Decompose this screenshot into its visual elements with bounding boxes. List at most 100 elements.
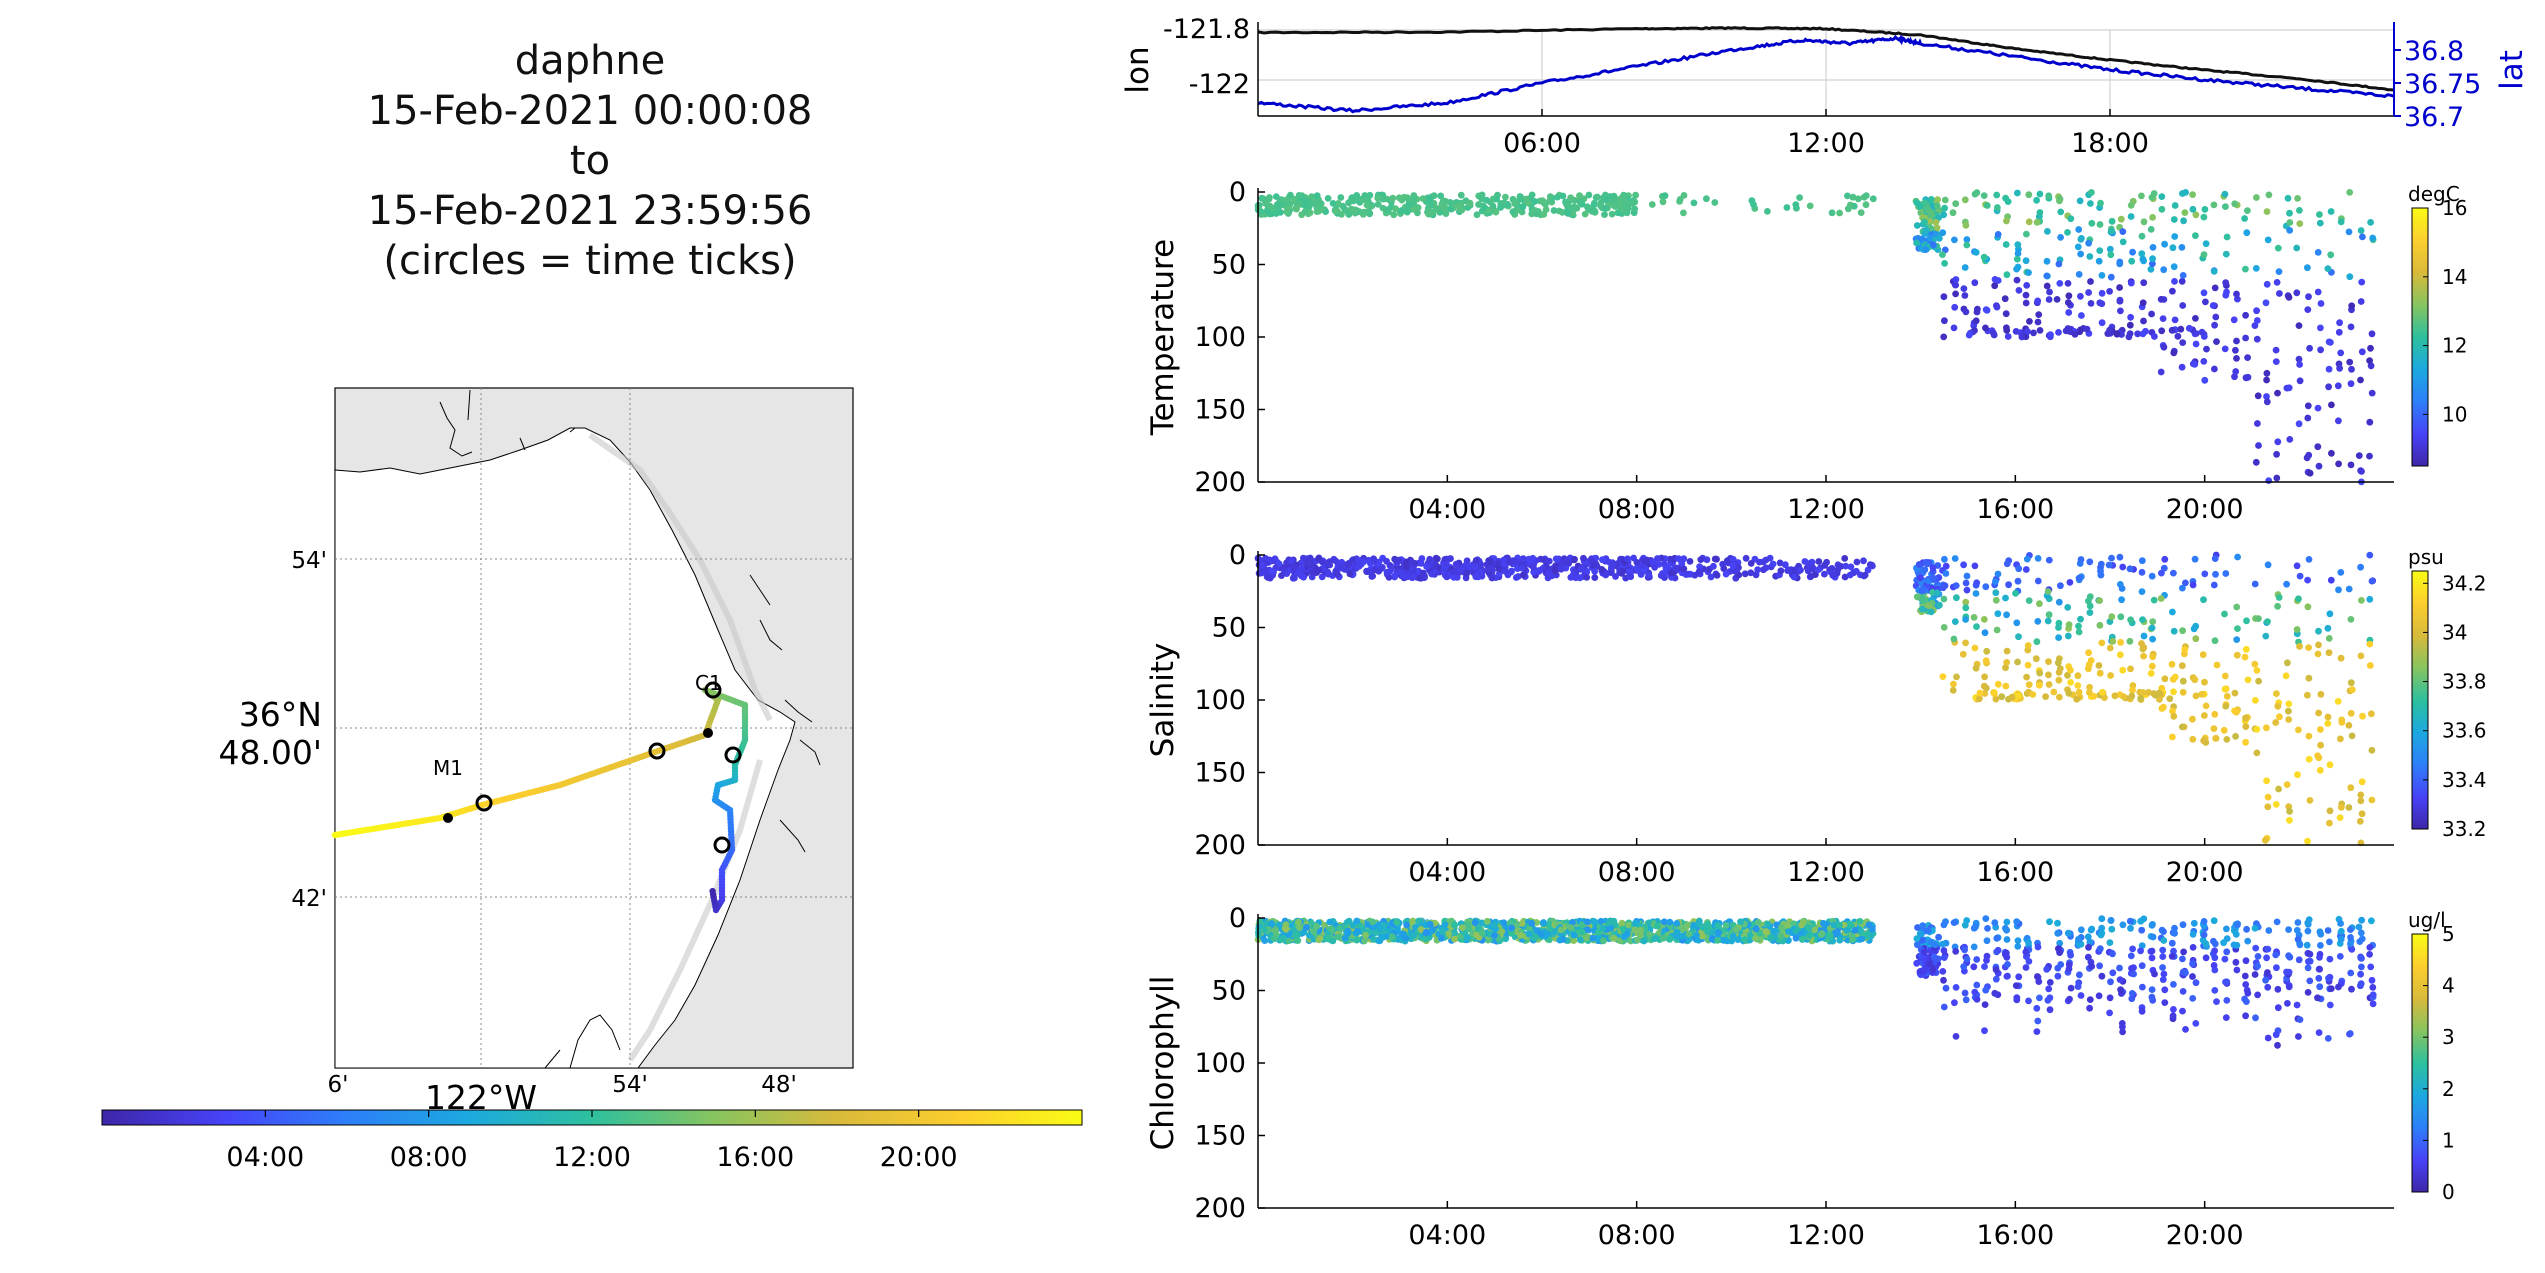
temperature-point (2085, 239, 2093, 247)
salinity-point (1680, 565, 1688, 573)
chlorophyll-point (2303, 941, 2311, 949)
salinity-point (2223, 692, 2231, 700)
temperature-point (2346, 273, 2354, 281)
temperature-point (2013, 255, 2021, 263)
temperature-point (1608, 210, 1616, 218)
salinity-point (1696, 563, 1703, 570)
temperature-point (2149, 214, 2157, 221)
salinity-point (1846, 571, 1854, 579)
chlorophyll-point (2244, 937, 2252, 945)
temperature-point (2140, 317, 2147, 325)
chlorophyll-point (2015, 973, 2023, 981)
temperature-point (1659, 198, 1667, 206)
lonlat-xtick-1200: 12:00 (1787, 128, 1865, 159)
salinity-point (2086, 683, 2094, 691)
salinity-point (2119, 666, 2127, 674)
chlorophyll-point (2244, 989, 2252, 997)
temperature-point (2222, 203, 2229, 211)
chlorophyll-point (1353, 936, 1361, 944)
salinity-point (1731, 567, 1739, 575)
salinity-point (2261, 836, 2269, 844)
temperature-xtick: 04:00 (1408, 494, 1486, 525)
chlorophyll-point (2046, 918, 2053, 926)
salinity-point (1962, 639, 1969, 647)
temperature-point (1680, 209, 1687, 217)
temperature-point (2367, 219, 2375, 226)
chlorophyll-point (1438, 935, 1445, 942)
temperature-point (2023, 282, 2031, 289)
salinity-point (2022, 566, 2030, 573)
chlorophyll-point (2086, 996, 2094, 1003)
salinity-point (2357, 563, 2365, 571)
chlorophyll-point (2368, 976, 2376, 984)
salinity-point (2234, 625, 2241, 632)
salinity-point (2358, 810, 2366, 818)
salinity-point (2295, 595, 2302, 603)
chlorophyll-point (2348, 985, 2355, 993)
temperature-point (1993, 302, 2000, 310)
chlorophyll-point (1610, 935, 1618, 942)
temperature-point (2243, 229, 2251, 237)
temperature-point (2201, 376, 2209, 384)
temperature-point (1272, 210, 1280, 217)
salinity-point (2044, 617, 2052, 625)
salinity-point (2109, 638, 2117, 645)
temperature-point (2251, 322, 2259, 329)
lat-center-deg: 36°N (239, 695, 322, 734)
chlorophyll-point (1328, 926, 1336, 933)
salinity-point (2211, 710, 2219, 718)
temperature-point (2057, 234, 2065, 241)
temperature-point (2314, 404, 2322, 412)
chlorophyll-point (1984, 925, 1991, 932)
salinity-point (1963, 586, 1971, 594)
salinity-point (2126, 565, 2134, 573)
temperature-point (1419, 195, 1427, 203)
chlorophyll-point (1770, 927, 1778, 935)
chlorophyll-point (2171, 929, 2179, 937)
temperature-point (1941, 196, 1949, 204)
title-line-end: 15-Feb-2021 23:59:56 (367, 188, 813, 234)
temperature-point (2273, 450, 2281, 458)
salinity-point (1446, 555, 1454, 563)
chlorophyll-point (1740, 936, 1748, 943)
chlorophyll-point (2189, 931, 2197, 938)
salinity-point (2181, 646, 2189, 653)
temperature-point (2151, 333, 2158, 340)
temperature-point (2293, 289, 2301, 297)
temperature-point (1950, 324, 1958, 332)
chlorophyll-point (2108, 925, 2116, 933)
salinity-point (2086, 593, 2094, 601)
chlorophyll-point (2356, 938, 2364, 945)
chlorophyll-point (1268, 920, 1276, 927)
salinity-point (1300, 573, 1307, 581)
temperature-point (2170, 216, 2178, 223)
temperature-point (1857, 209, 1865, 217)
temperature-point (2178, 363, 2186, 371)
chlorophyll-point (1698, 932, 1706, 940)
salinity-point (1551, 567, 1559, 575)
salinity-point (1929, 575, 1937, 582)
chlorophyll-point (1540, 919, 1547, 926)
chlorophyll-point (1811, 926, 1819, 934)
salinity-point (1318, 573, 1326, 581)
chlorophyll-point (2148, 993, 2156, 1001)
salinity-xtick: 20:00 (2166, 857, 2244, 888)
salinity-point (2056, 693, 2063, 701)
temperature-point (1994, 231, 2002, 238)
chlorophyll-point (2014, 937, 2022, 944)
temperature-point (1951, 281, 1959, 289)
salinity-point (1720, 565, 1728, 572)
temperature-point (1951, 236, 1958, 244)
salinity-point (2337, 735, 2344, 743)
temperature-point (1374, 200, 1382, 208)
salinity-point (1807, 573, 1815, 580)
salinity-point (1868, 561, 1876, 569)
salinity-point (2073, 695, 2081, 703)
salinity-point (2148, 572, 2156, 580)
temperature-point (2098, 289, 2106, 297)
chlorophyll-point (2088, 963, 2096, 970)
salinity-point (1452, 560, 1460, 568)
chlorophyll-point (1369, 918, 1376, 926)
chlorophyll-point (2159, 953, 2167, 960)
